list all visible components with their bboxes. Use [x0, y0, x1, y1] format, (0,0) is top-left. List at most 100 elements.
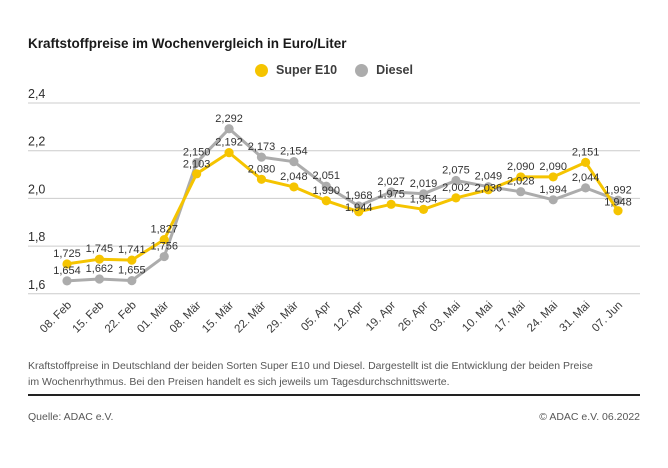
- data-point: [354, 207, 364, 217]
- data-point: [159, 235, 169, 245]
- x-tick-label: 22. Mär: [233, 299, 269, 335]
- x-tick-label: 17. Mai: [493, 299, 528, 334]
- x-tick-label: 07. Jun: [590, 299, 625, 334]
- data-point: [580, 183, 591, 193]
- data-point: [386, 187, 396, 197]
- value-label: 2,019: [410, 178, 438, 190]
- legend-dot-icon: [255, 63, 268, 77]
- value-label: 1,654: [53, 265, 81, 277]
- data-point: [321, 181, 331, 191]
- value-label: 2,151: [572, 146, 600, 158]
- value-label: 1,944: [345, 202, 373, 214]
- legend-dot-icon: [355, 63, 369, 77]
- value-label: 2,075: [442, 164, 470, 176]
- value-label: 1,745: [86, 243, 114, 255]
- data-point: [516, 187, 526, 197]
- value-label: 2,028: [507, 176, 535, 188]
- data-point: [94, 254, 105, 264]
- x-tick-label: 12. Apr: [332, 299, 366, 333]
- x-tick-label: 03. Mai: [428, 299, 463, 334]
- data-point: [516, 172, 526, 182]
- value-label: 1,662: [86, 263, 114, 275]
- data-point: [451, 175, 461, 186]
- data-point: [289, 157, 299, 167]
- value-label: 2,192: [215, 137, 243, 149]
- data-point: [224, 147, 234, 158]
- value-label: 2,090: [539, 161, 567, 173]
- footer: Quelle: ADAC e.V. © ADAC e.V. 06.2022: [28, 411, 640, 423]
- data-point: [613, 206, 623, 216]
- x-tick-label: 05. Apr: [299, 299, 333, 333]
- data-point: [94, 274, 105, 284]
- value-label: 2,173: [248, 141, 276, 153]
- page-title: Kraftstoffpreise im Wochenvergleich in E…: [28, 36, 347, 51]
- footer-divider: [28, 394, 640, 396]
- series-line: [65, 151, 620, 266]
- super-e10-series: [62, 147, 623, 269]
- legend-item-super-e10: Super E10: [255, 63, 337, 77]
- x-tick-label: 15. Mär: [200, 299, 236, 335]
- value-label: 1,990: [313, 185, 341, 197]
- data-point: [548, 195, 558, 205]
- data-point: [62, 276, 72, 286]
- y-tick-label: 2,2: [28, 135, 45, 149]
- value-label: 1,992: [604, 184, 632, 196]
- diesel-series: [62, 124, 623, 286]
- source-label: Quelle: ADAC e.V.: [28, 411, 114, 423]
- value-label: 2,027: [377, 176, 405, 188]
- value-label: 2,048: [280, 171, 308, 183]
- value-label: 2,154: [280, 146, 308, 158]
- data-point: [192, 169, 202, 179]
- chart-legend: Super E10 Diesel: [0, 63, 668, 77]
- data-point: [159, 251, 169, 262]
- x-tick-label: 29. Mär: [265, 299, 301, 335]
- value-label: 2,090: [507, 161, 535, 173]
- value-label: 1,655: [118, 265, 146, 277]
- x-tick-label: 01. Mär: [135, 299, 171, 335]
- data-point: [127, 276, 137, 286]
- copyright-label: © ADAC e.V. 06.2022: [539, 411, 640, 423]
- data-point: [548, 172, 558, 182]
- value-label: 2,051: [313, 170, 341, 182]
- data-point: [256, 152, 267, 162]
- value-label: 2,036: [475, 183, 503, 195]
- x-tick-label: 08. Feb: [38, 299, 74, 335]
- value-label: 1,741: [118, 244, 146, 256]
- y-tick-label: 2,0: [28, 182, 45, 196]
- x-tick-label: 15. Feb: [70, 299, 106, 335]
- x-tick-label: 22. Feb: [103, 299, 139, 335]
- x-tick-label: 08. Mär: [168, 299, 204, 335]
- y-tick-label: 1,6: [28, 278, 45, 292]
- x-tick-label: 26. Apr: [396, 299, 430, 333]
- value-label: 2,080: [248, 163, 276, 175]
- data-point: [321, 196, 331, 206]
- value-label: 1,756: [150, 241, 178, 253]
- y-tick-label: 2,4: [28, 88, 45, 101]
- data-point: [418, 204, 429, 214]
- value-label: 1,725: [53, 248, 81, 260]
- value-label: 2,150: [183, 147, 211, 159]
- x-tick-label: 24. Mai: [525, 299, 560, 334]
- data-point: [613, 195, 623, 205]
- data-point: [127, 255, 137, 265]
- value-labels: 1,725 1,654 1,745 1,662 1,741 1,655 1,827 1,756…: [53, 113, 632, 277]
- value-label: 1,968: [345, 190, 373, 202]
- legend-label: Diesel: [376, 63, 413, 77]
- value-label: 1,827: [150, 224, 178, 236]
- data-point: [192, 158, 202, 168]
- data-point: [62, 259, 72, 269]
- chart-footnote: Kraftstoffpreise in Deutschland der beid…: [28, 360, 593, 388]
- data-point: [224, 124, 234, 134]
- legend-label: Super E10: [276, 63, 338, 77]
- data-point: [580, 157, 591, 167]
- data-point: [289, 182, 299, 192]
- data-point: [451, 193, 461, 203]
- value-label: 1,994: [539, 184, 567, 196]
- series-line: [65, 127, 620, 283]
- value-label: 2,292: [215, 113, 243, 125]
- legend-item-diesel: Diesel: [355, 63, 413, 77]
- y-tick-label: 1,8: [28, 230, 45, 244]
- data-point: [386, 199, 396, 209]
